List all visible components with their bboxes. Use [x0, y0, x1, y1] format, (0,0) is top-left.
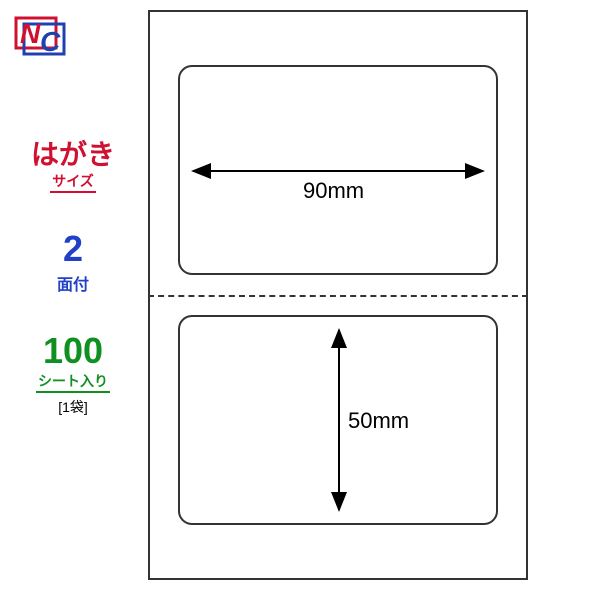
fold-dash-line — [148, 295, 528, 297]
hagaki-text: はがき — [28, 140, 118, 169]
height-dim-line — [338, 330, 340, 510]
width-dim-line — [193, 170, 483, 172]
arrow-down-icon — [331, 492, 347, 512]
height-dim-label: 50mm — [348, 408, 409, 434]
faces-number: 2 — [28, 231, 118, 267]
logo-c: C — [40, 26, 60, 58]
arrow-left-icon — [191, 163, 211, 179]
faces-label: 面付 — [57, 271, 89, 295]
sheets-number: 100 — [28, 333, 118, 369]
sheets-label: シート入り — [36, 371, 110, 393]
width-dim-label: 90mm — [303, 178, 364, 204]
size-label: サイズ — [50, 171, 96, 193]
arrow-right-icon — [465, 163, 485, 179]
arrow-up-icon — [331, 328, 347, 348]
logo-n: N — [20, 18, 40, 50]
bag-label: [1袋] — [28, 397, 118, 417]
sidebar: はがき サイズ 2 面付 100 シート入り [1袋] — [28, 140, 118, 417]
logo: N C — [10, 10, 74, 65]
